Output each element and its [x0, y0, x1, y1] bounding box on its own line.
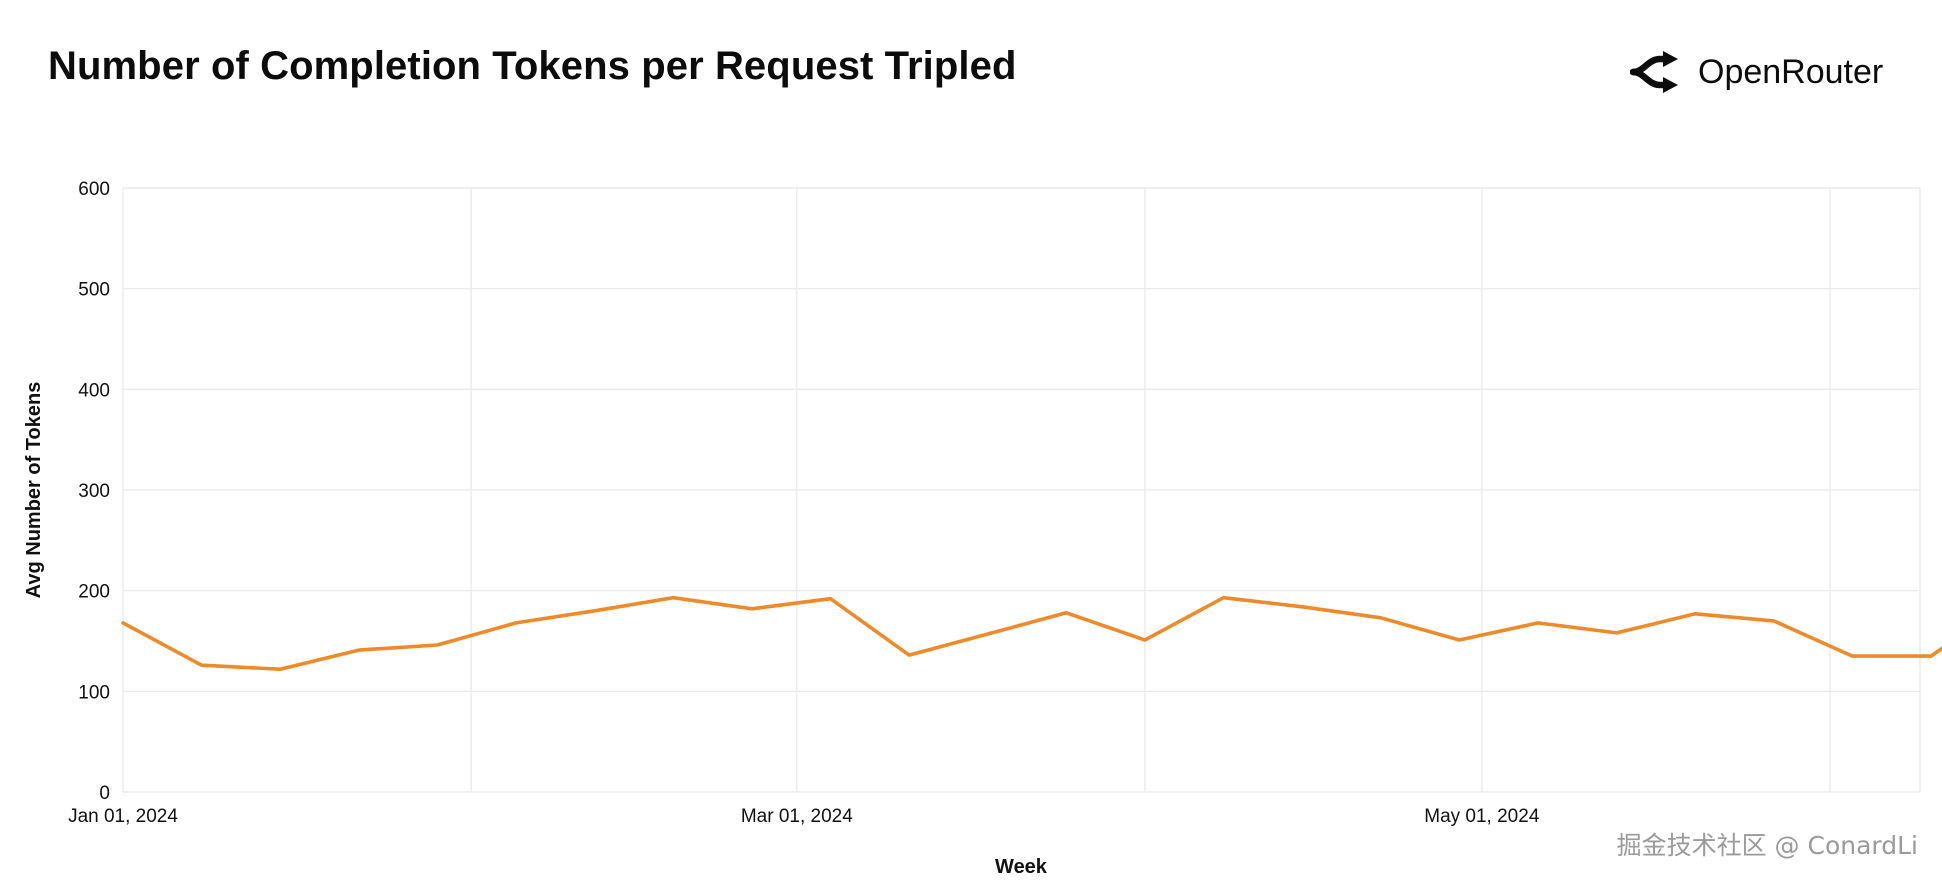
chart-axes: 0 100 200 300 400 500 600 Jan 01, 2024 Mar 01, 2… [68, 179, 1540, 827]
x-axis-title: Week [995, 856, 1048, 878]
y-tick-label: 300 [78, 481, 110, 502]
series-line [121, 595, 1942, 672]
chart-grid [122, 187, 1921, 793]
y-tick-label: 500 [78, 280, 110, 301]
brand: OpenRouter [1630, 50, 1883, 94]
openrouter-logo-icon [1630, 51, 1680, 93]
watermark: 掘金技术社区 @ ConardLi [1616, 831, 1918, 860]
y-tick-label: 400 [78, 380, 110, 401]
x-tick-label: Jan 01, 2024 [68, 806, 178, 827]
y-tick-label: 100 [78, 682, 110, 703]
brand-name: OpenRouter [1698, 52, 1884, 91]
x-tick-label: May 01, 2024 [1424, 806, 1540, 827]
y-tick-label: 0 [99, 783, 110, 804]
x-tick-label: Mar 01, 2024 [741, 806, 853, 827]
page-title: Number of Completion Tokens per Request … [48, 44, 1017, 88]
chart-series [121, 595, 1942, 672]
y-tick-label: 200 [78, 582, 110, 603]
y-tick-label: 600 [78, 179, 110, 200]
y-axis-title: Avg Number of Tokens [23, 382, 45, 599]
